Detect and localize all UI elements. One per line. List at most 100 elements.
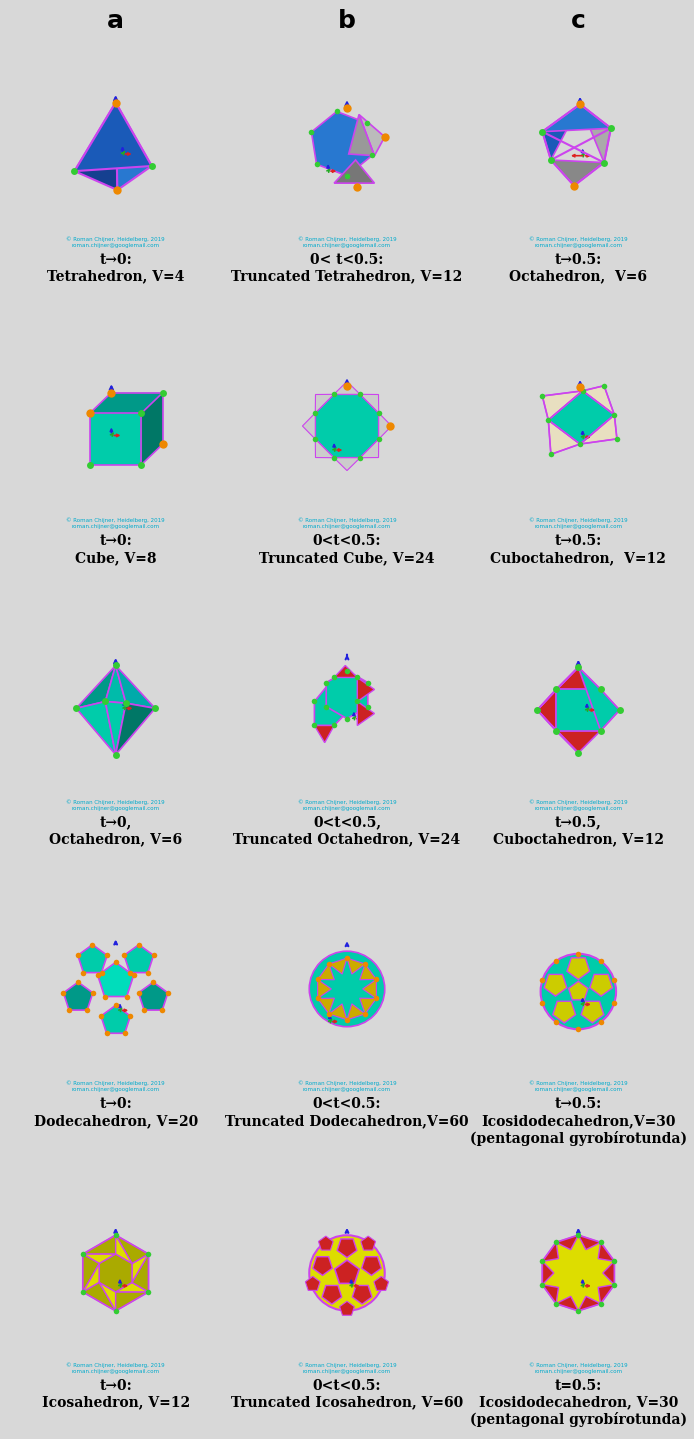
Polygon shape xyxy=(322,1285,341,1304)
Polygon shape xyxy=(83,1282,116,1311)
Polygon shape xyxy=(362,1256,381,1275)
Text: t→0:
Dodecahedron, V=20: t→0: Dodecahedron, V=20 xyxy=(33,1097,198,1128)
Text: © Roman Chijner, Heidelberg, 2019
roman.chijner@googlemail.com: © Roman Chijner, Heidelberg, 2019 roman.… xyxy=(298,1363,396,1373)
Text: t→0:
Cube, V=8: t→0: Cube, V=8 xyxy=(75,534,156,566)
Text: c: c xyxy=(571,9,586,33)
Polygon shape xyxy=(353,1285,372,1304)
Polygon shape xyxy=(360,439,379,458)
Polygon shape xyxy=(318,964,335,980)
Polygon shape xyxy=(326,671,368,718)
Polygon shape xyxy=(98,963,134,996)
Text: © Roman Chijner, Heidelberg, 2019
roman.chijner@googlemail.com: © Roman Chijner, Heidelberg, 2019 roman.… xyxy=(529,1081,627,1092)
Polygon shape xyxy=(578,668,620,731)
Circle shape xyxy=(310,951,384,1026)
Polygon shape xyxy=(542,391,583,420)
Polygon shape xyxy=(600,689,620,731)
Polygon shape xyxy=(543,1242,559,1262)
Polygon shape xyxy=(359,115,384,155)
Text: © Roman Chijner, Heidelberg, 2019
roman.chijner@googlemail.com: © Roman Chijner, Heidelberg, 2019 roman.… xyxy=(67,799,165,810)
Polygon shape xyxy=(116,704,155,754)
Polygon shape xyxy=(581,1002,604,1023)
Polygon shape xyxy=(90,413,142,465)
Polygon shape xyxy=(359,964,376,980)
Text: t→0.5:
Cuboctahedron,  V=12: t→0.5: Cuboctahedron, V=12 xyxy=(491,534,666,566)
Polygon shape xyxy=(74,102,117,190)
Polygon shape xyxy=(598,1285,614,1304)
Text: 0<t<0.5:
Truncated Cube, V=24: 0<t<0.5: Truncated Cube, V=24 xyxy=(260,534,434,566)
Text: © Roman Chijner, Heidelberg, 2019
roman.chijner@googlemail.com: © Roman Chijner, Heidelberg, 2019 roman.… xyxy=(298,799,396,810)
Polygon shape xyxy=(314,678,357,725)
Polygon shape xyxy=(537,689,556,731)
Polygon shape xyxy=(580,414,617,445)
Polygon shape xyxy=(374,1276,389,1291)
Polygon shape xyxy=(90,393,163,413)
Polygon shape xyxy=(334,160,375,183)
Text: a: a xyxy=(107,9,124,33)
Polygon shape xyxy=(578,1235,600,1249)
Polygon shape xyxy=(580,104,611,163)
Polygon shape xyxy=(590,974,613,996)
Polygon shape xyxy=(583,386,614,414)
Polygon shape xyxy=(334,665,357,678)
Polygon shape xyxy=(359,999,376,1014)
Polygon shape xyxy=(139,983,168,1010)
Polygon shape xyxy=(105,701,126,754)
Polygon shape xyxy=(537,709,578,753)
Polygon shape xyxy=(598,1242,614,1262)
Polygon shape xyxy=(83,1255,116,1263)
Polygon shape xyxy=(339,1301,355,1315)
Text: t→0,
Octahedron, V=6: t→0, Octahedron, V=6 xyxy=(49,816,183,846)
Polygon shape xyxy=(101,1006,130,1033)
Polygon shape xyxy=(568,981,588,1000)
Polygon shape xyxy=(318,999,335,1014)
Polygon shape xyxy=(543,1262,554,1285)
Text: 0<t<0.5:
Truncated Icosahedron, V=60: 0<t<0.5: Truncated Icosahedron, V=60 xyxy=(231,1379,463,1409)
Text: t→0.5:
Octahedron,  V=6: t→0.5: Octahedron, V=6 xyxy=(509,253,648,283)
Polygon shape xyxy=(379,413,391,439)
Polygon shape xyxy=(578,1297,600,1311)
Text: 0< t<0.5:
Truncated Tetrahedron, V=12: 0< t<0.5: Truncated Tetrahedron, V=12 xyxy=(231,253,463,283)
Text: © Roman Chijner, Heidelberg, 2019
roman.chijner@googlemail.com: © Roman Chijner, Heidelberg, 2019 roman.… xyxy=(298,236,396,248)
Polygon shape xyxy=(319,1236,333,1250)
Polygon shape xyxy=(537,668,578,709)
Text: t→0.5:
Icosidodecahedron,V=30
(pentagonal gyrobírotunda): t→0.5: Icosidodecahedron,V=30 (pentagona… xyxy=(470,1097,687,1145)
Text: b: b xyxy=(338,9,356,33)
Polygon shape xyxy=(315,439,334,458)
Text: 0<t<0.5,
Truncated Octahedron, V=24: 0<t<0.5, Truncated Octahedron, V=24 xyxy=(233,816,461,846)
Polygon shape xyxy=(74,102,152,171)
Polygon shape xyxy=(556,689,600,731)
Polygon shape xyxy=(603,1262,614,1285)
Polygon shape xyxy=(553,1002,575,1023)
Polygon shape xyxy=(132,1255,149,1292)
Text: © Roman Chijner, Heidelberg, 2019
roman.chijner@googlemail.com: © Roman Chijner, Heidelberg, 2019 roman.… xyxy=(67,1363,165,1373)
Polygon shape xyxy=(543,1235,614,1311)
Polygon shape xyxy=(318,980,331,999)
Polygon shape xyxy=(105,665,126,704)
Polygon shape xyxy=(63,983,93,1010)
Text: © Roman Chijner, Heidelberg, 2019
roman.chijner@googlemail.com: © Roman Chijner, Heidelberg, 2019 roman.… xyxy=(529,799,627,810)
Polygon shape xyxy=(116,102,152,190)
Polygon shape xyxy=(556,1297,578,1311)
Polygon shape xyxy=(116,1235,149,1263)
Circle shape xyxy=(541,954,616,1029)
Polygon shape xyxy=(303,413,315,439)
Polygon shape xyxy=(116,665,155,708)
Polygon shape xyxy=(315,394,379,458)
Polygon shape xyxy=(348,115,375,155)
Polygon shape xyxy=(361,1236,375,1250)
Polygon shape xyxy=(360,394,379,413)
Polygon shape xyxy=(329,1004,347,1020)
Polygon shape xyxy=(347,958,365,974)
Text: t→0:
Icosahedron, V=12: t→0: Icosahedron, V=12 xyxy=(42,1379,189,1409)
Polygon shape xyxy=(99,1255,132,1292)
Polygon shape xyxy=(337,1239,357,1258)
Polygon shape xyxy=(305,1276,320,1291)
Polygon shape xyxy=(556,731,600,753)
Text: © Roman Chijner, Heidelberg, 2019
roman.chijner@googlemail.com: © Roman Chijner, Heidelberg, 2019 roman.… xyxy=(529,518,627,530)
Polygon shape xyxy=(363,980,376,999)
Polygon shape xyxy=(315,394,334,413)
Text: 0<t<0.5:
Truncated Dodecahedron,V=60: 0<t<0.5: Truncated Dodecahedron,V=60 xyxy=(225,1097,469,1128)
Polygon shape xyxy=(142,393,163,465)
Polygon shape xyxy=(334,458,360,471)
Text: t=0.5:
Icosidodecahedron, V=30
(pentagonal gyrobírotunda): t=0.5: Icosidodecahedron, V=30 (pentagon… xyxy=(470,1379,687,1427)
